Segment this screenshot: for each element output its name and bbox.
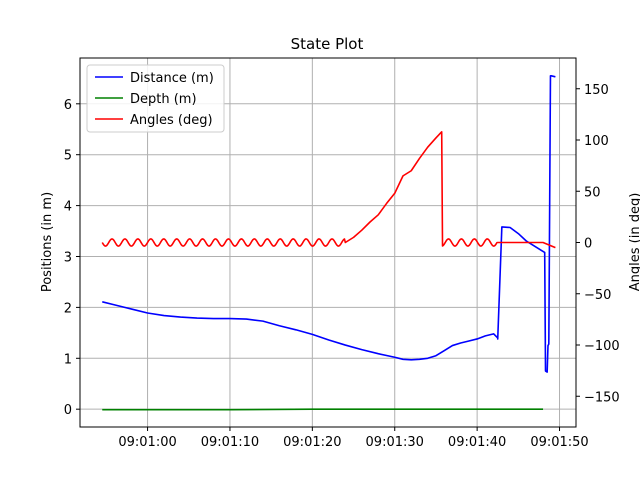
y2-tick-label: −150 (584, 390, 620, 405)
y-tick-label: 1 (64, 352, 72, 367)
legend-box (86, 64, 225, 133)
legend-label: Angles (deg) (130, 113, 213, 128)
y-tick-label: 0 (64, 403, 72, 418)
y2-tick-label: −50 (584, 288, 611, 303)
series-line-0 (102, 75, 556, 373)
series-line-1 (102, 408, 544, 411)
y2-axis-ticks: −150 −100 −50 0 50 100 150 (576, 83, 620, 405)
y-axis-label: Positions (in m) (40, 192, 55, 292)
x-tick-label: 09:01:20 (283, 435, 341, 450)
y-axis-ticks: 0 1 2 3 4 5 6 (64, 98, 80, 418)
y2-axis-label: Angles (in deg) (628, 193, 640, 292)
y-tick-label: 4 (64, 200, 72, 215)
x-tick-label: 09:01:40 (448, 435, 506, 450)
series-line-2 (101, 131, 556, 249)
x-tick-label: 09:01:30 (366, 435, 424, 450)
x-tick-label: 09:01:00 (118, 435, 176, 450)
x-tick-label: 09:01:50 (530, 435, 588, 450)
x-axis-ticks: 09:01:00 09:01:10 09:01:20 09:01:30 09:01:40… (118, 427, 589, 450)
legend-label: Depth (m) (130, 92, 197, 107)
y-tick-label: 6 (64, 98, 72, 113)
y2-tick-label: 0 (584, 237, 592, 252)
x-tick-label: 09:01:10 (201, 435, 259, 450)
y-tick-label: 3 (64, 250, 72, 265)
y2-tick-label: 100 (584, 134, 609, 149)
legend: Distance (m) Depth (m) Angles (deg) (86, 64, 225, 133)
legend-label: Distance (m) (130, 71, 214, 86)
y2-tick-label: 150 (584, 83, 609, 98)
series-lines (101, 75, 556, 411)
y-tick-label: 2 (64, 301, 72, 316)
chart-title: State Plot (291, 35, 364, 53)
y2-tick-label: 50 (584, 185, 601, 200)
y2-tick-label: −100 (584, 339, 620, 354)
y-tick-label: 5 (64, 149, 72, 164)
